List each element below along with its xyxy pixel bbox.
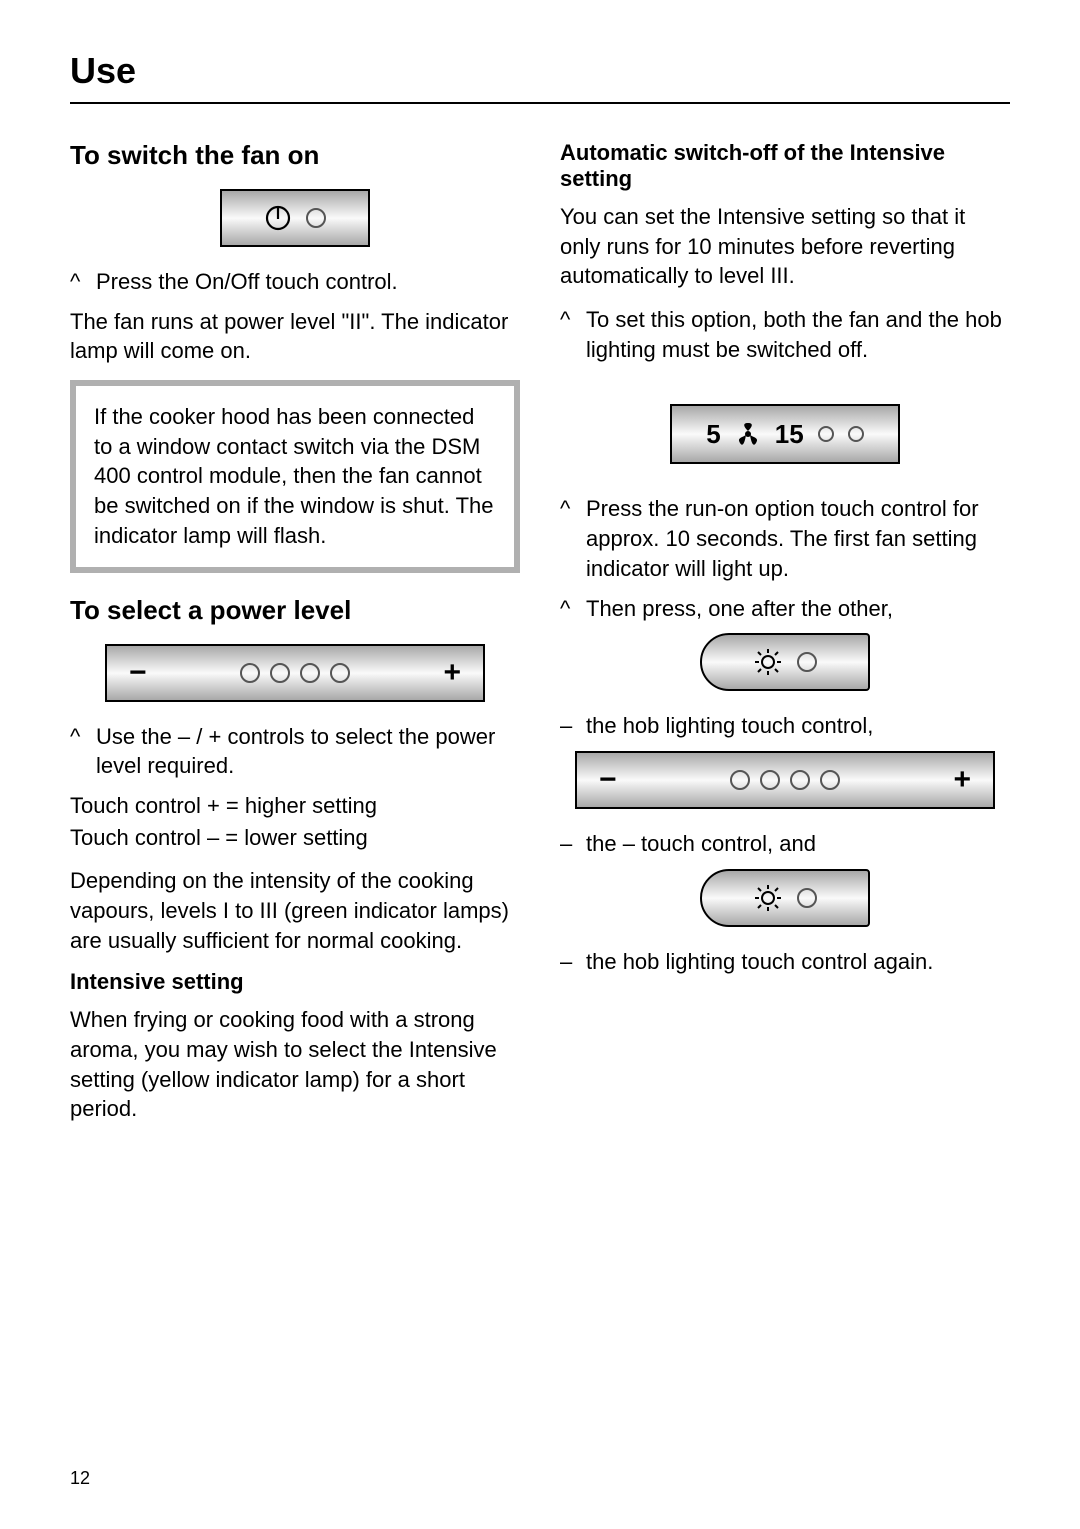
text-minus-lower: Touch control – = lower setting (70, 823, 520, 853)
indicator-icon (730, 770, 750, 790)
power-icon (264, 204, 292, 232)
onoff-control-panel (220, 189, 370, 247)
diagram-plusminus-panel-2: − + (560, 751, 1010, 809)
note-box-window-contact: If the cooker hood has been connected to… (70, 380, 520, 572)
indicator-icon (270, 663, 290, 683)
indicator-icon (818, 426, 834, 442)
light-icon (753, 883, 783, 913)
diagram-515-panel: 5 15 (560, 404, 1010, 464)
plusminus-control-panel: − + (105, 644, 485, 702)
indicator-icon (790, 770, 810, 790)
indicator-icon (820, 770, 840, 790)
indicator-icon (330, 663, 350, 683)
caret-marker: ^ (560, 494, 586, 583)
step-text: Press the On/Off touch control. (96, 267, 520, 297)
page-title: Use (70, 50, 1010, 104)
text-fan-runs: The fan runs at power level "II". The in… (70, 307, 520, 366)
plus-icon: + (953, 765, 971, 795)
dash-marker: – (560, 947, 586, 977)
text-plus-higher: Touch control + = higher setting (70, 791, 520, 821)
step-press-onoff: ^ Press the On/Off touch control. (70, 267, 520, 297)
step-text: the hob lighting touch control, (586, 711, 1010, 741)
step-text: Use the – / + controls to select the pow… (96, 722, 520, 781)
indicator-icon (797, 888, 817, 908)
dash-hob-lighting-1: – the hob lighting touch control, (560, 711, 1010, 741)
text-set-intensive: You can set the Intensive setting so tha… (560, 202, 1010, 291)
number-15: 15 (775, 419, 804, 450)
step-runon-10s: ^ Press the run-on option touch control … (560, 494, 1010, 583)
fan-icon (735, 421, 761, 447)
dash-minus-control: – the – touch control, and (560, 829, 1010, 859)
text-depends-intensity: Depending on the intensity of the cookin… (70, 866, 520, 955)
text-intensive: When frying or cooking food with a stron… (70, 1005, 520, 1124)
step-text: the hob lighting touch control again. (586, 947, 1010, 977)
step-both-off: ^ To set this option, both the fan and t… (560, 305, 1010, 364)
indicator-row (730, 770, 840, 790)
diagram-onoff-panel (70, 189, 520, 247)
diagram-light-panel-2 (560, 869, 1010, 927)
indicator-icon (240, 663, 260, 683)
caret-marker: ^ (70, 267, 96, 297)
content-columns: To switch the fan on ^ Press the On/Off … (70, 134, 1010, 1138)
minus-icon: − (129, 658, 147, 688)
light-control-panel (700, 869, 870, 927)
light-control-panel (700, 633, 870, 691)
number-5: 5 (706, 419, 720, 450)
minus-icon: − (599, 765, 617, 795)
dash-marker: – (560, 829, 586, 859)
heading-switch-fan-on: To switch the fan on (70, 140, 520, 171)
dash-hob-lighting-2: – the hob lighting touch control again. (560, 947, 1010, 977)
indicator-lamp-icon (306, 208, 326, 228)
diagram-plusminus-panel: − + (70, 644, 520, 702)
right-column: Automatic switch-off of the Intensive se… (560, 134, 1010, 1138)
heading-auto-switchoff: Automatic switch-off of the Intensive se… (560, 140, 1010, 192)
indicator-icon (300, 663, 320, 683)
step-then-press: ^ Then press, one after the other, (560, 594, 1010, 624)
light-icon (753, 647, 783, 677)
plusminus-control-panel: − + (575, 751, 995, 809)
indicator-row (240, 663, 350, 683)
caret-marker: ^ (560, 594, 586, 624)
step-text: Press the run-on option touch control fo… (586, 494, 1010, 583)
indicator-icon (797, 652, 817, 672)
step-text: Then press, one after the other, (586, 594, 1010, 624)
caret-marker: ^ (560, 305, 586, 364)
runon-control-panel: 5 15 (670, 404, 900, 464)
step-use-plusminus: ^ Use the – / + controls to select the p… (70, 722, 520, 781)
indicator-icon (848, 426, 864, 442)
dash-marker: – (560, 711, 586, 741)
diagram-light-panel-1 (560, 633, 1010, 691)
left-column: To switch the fan on ^ Press the On/Off … (70, 134, 520, 1138)
step-text: the – touch control, and (586, 829, 1010, 859)
page-number: 12 (70, 1468, 90, 1489)
plus-icon: + (443, 658, 461, 688)
caret-marker: ^ (70, 722, 96, 781)
heading-select-power: To select a power level (70, 595, 520, 626)
heading-intensive: Intensive setting (70, 969, 520, 995)
step-text: To set this option, both the fan and the… (586, 305, 1010, 364)
indicator-icon (760, 770, 780, 790)
